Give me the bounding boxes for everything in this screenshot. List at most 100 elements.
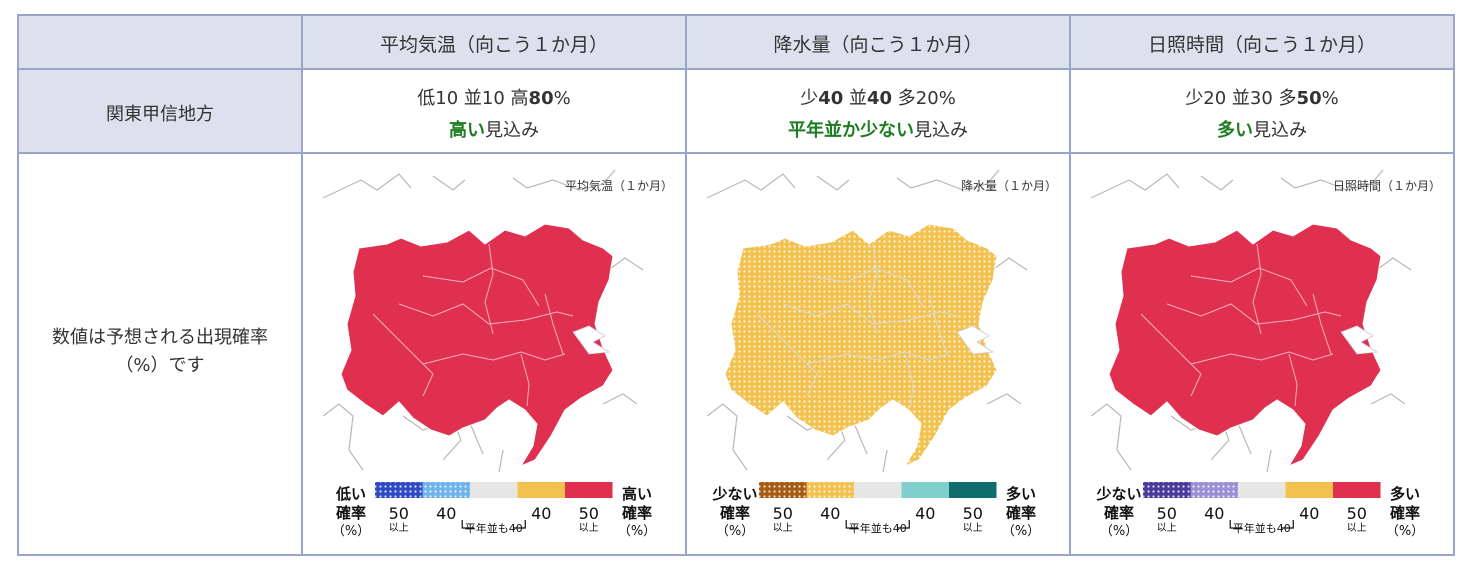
region-group xyxy=(340,223,614,468)
precipitation-map-cell: 降水量（１か月） 少ない 確率 （%） 多い 確率 （%） 50 以上 40 40 50 以上 平年並も4… xyxy=(685,152,1071,556)
temperature-probabilities: 低10 並10 高80% xyxy=(303,84,685,110)
legend-bracket xyxy=(461,520,526,529)
prefecture-border xyxy=(520,353,530,407)
legend-40-left: 40 xyxy=(1204,504,1224,523)
bay xyxy=(956,325,995,355)
neighbor-outline xyxy=(602,393,638,405)
legend-40-left: 40 xyxy=(436,504,456,523)
legend-ijou-left: 以上 xyxy=(773,522,793,534)
prob-label: 低 xyxy=(417,88,436,109)
legend-50-right: 50 xyxy=(1347,504,1367,523)
legend-swatch xyxy=(854,482,902,498)
prefecture-border xyxy=(1288,353,1298,407)
legend-swatch xyxy=(1285,482,1333,498)
temperature-map-cell: 平均気温（１か月） 低い 確率 （%） 高い 確率 （%） 50 以上 40 40 50 以上 平年並も4… xyxy=(301,152,687,556)
prefecture-border xyxy=(372,313,414,355)
bay xyxy=(1340,325,1379,355)
sunshine-map-cell: 日照時間（１か月） 少ない 確率 （%） 多い 確率 （%） 50 以上 40 40 50 以上 平年並も… xyxy=(1069,152,1455,556)
neighbor-outline xyxy=(706,403,748,471)
prob-label: 少 xyxy=(800,88,819,109)
sunshine-forecast-cell: 少20 並30 多50% 多い見込み xyxy=(1069,68,1455,154)
header-precipitation: 降水量（向こう１か月） xyxy=(773,34,983,56)
legend-left-top: 低い xyxy=(335,485,366,503)
prob-value: 10 xyxy=(481,88,505,109)
legend-40-left: 40 xyxy=(820,504,840,523)
outlook-suffix: 見込み xyxy=(914,120,968,141)
neighbor-outline xyxy=(1280,169,1384,191)
bay xyxy=(572,325,611,355)
neighbor-outline xyxy=(1266,449,1272,473)
prefecture-border xyxy=(484,243,494,335)
prob-value: 50 xyxy=(1296,88,1322,109)
legend-ijou-right: 以上 xyxy=(963,522,983,534)
legend-right-bottom: 確率 xyxy=(621,504,652,522)
prob-label: 多 xyxy=(1278,88,1297,109)
legend-bracket-label: 平年並も40 xyxy=(1233,521,1291,535)
legend-right-unit: （%） xyxy=(618,524,656,539)
outlook-highlight: 平年並か少ない xyxy=(788,120,914,141)
probability-note: 数値は予想される出現確率 （%）です xyxy=(19,324,301,380)
prefecture-border xyxy=(1190,351,1334,365)
legend-swatch xyxy=(565,482,613,498)
legend-bracket-label: 平年並も40 xyxy=(465,521,523,535)
percent-sign: % xyxy=(938,88,956,109)
forecast-table: 平均気温（向こう１か月） 降水量（向こう１か月） 日照時間（向こう１か月） 関東… xyxy=(17,14,1455,556)
prefecture-border xyxy=(1166,303,1342,325)
legend-50-left: 50 xyxy=(773,504,793,523)
legend-40-right: 40 xyxy=(1299,504,1319,523)
header-corner-cell xyxy=(17,14,303,70)
prefecture-border xyxy=(1190,267,1308,307)
sunshine-map: 日照時間（１か月） 少ない 確率 （%） 多い 確率 （%） 50 以上 40 40 50 以上 平年並も… xyxy=(1071,154,1453,558)
legend-left-unit: （%） xyxy=(1100,524,1138,539)
header-temperature-cell: 平均気温（向こう１か月） xyxy=(301,14,687,70)
prefecture-border xyxy=(756,313,798,355)
prefecture-border xyxy=(796,353,818,397)
legend-left-top: 少ない xyxy=(711,485,757,503)
legend-50-left: 50 xyxy=(389,504,409,523)
region-label: 関東甲信地方 xyxy=(106,104,214,125)
prob-label: 並 xyxy=(1231,88,1250,109)
neighbor-outline xyxy=(322,173,412,199)
note-line-1: 数値は予想される出現確率 xyxy=(52,327,268,348)
legend-ijou-left: 以上 xyxy=(1157,522,1177,534)
legend-swatch-dots xyxy=(759,482,807,498)
outlook-highlight: 高い xyxy=(449,120,485,141)
percent-sign: % xyxy=(553,88,571,109)
temperature-forecast-cell: 低10 並10 高80% 高い見込み xyxy=(301,68,687,154)
region-dot-overlay xyxy=(725,224,997,466)
prob-value: 40 xyxy=(866,88,893,109)
prob-value: 80 xyxy=(528,88,554,109)
legend-50-left: 50 xyxy=(1157,504,1177,523)
legend-swatch xyxy=(1333,482,1381,498)
prob-value: 20 xyxy=(915,88,939,109)
legend-50-right: 50 xyxy=(579,504,599,523)
legend-left-unit: （%） xyxy=(332,524,370,539)
legend-swatch-dots xyxy=(422,482,470,498)
header-precipitation-cell: 降水量（向こう１か月） xyxy=(685,14,1071,70)
legend-right-unit: （%） xyxy=(1386,524,1424,539)
legend-ijou-right: 以上 xyxy=(579,522,599,534)
legend-left-unit: （%） xyxy=(716,524,754,539)
legend-bracket xyxy=(1229,520,1294,529)
legend-40-right: 40 xyxy=(915,504,935,523)
legend-40-right: 40 xyxy=(531,504,551,523)
neighbor-outline xyxy=(1090,173,1180,199)
prob-label: 並 xyxy=(848,88,867,109)
prefecture-border xyxy=(544,293,564,355)
neighbor-outline xyxy=(322,403,364,471)
neighbor-outline xyxy=(432,175,466,191)
temperature-outlook: 高い見込み xyxy=(303,116,685,142)
legend-ijou-left: 以上 xyxy=(389,522,409,534)
neighbor-outline xyxy=(896,169,1000,191)
neighbor-outline xyxy=(706,173,796,199)
legend-50-right: 50 xyxy=(963,504,983,523)
prob-value: 10 xyxy=(435,88,459,109)
legend-swatch xyxy=(901,482,949,498)
prob-label: 多 xyxy=(897,88,916,109)
legend-right-unit: （%） xyxy=(1002,524,1040,539)
map-title: 日照時間（１か月） xyxy=(1333,179,1441,193)
region-cell: 関東甲信地方 xyxy=(17,68,303,154)
